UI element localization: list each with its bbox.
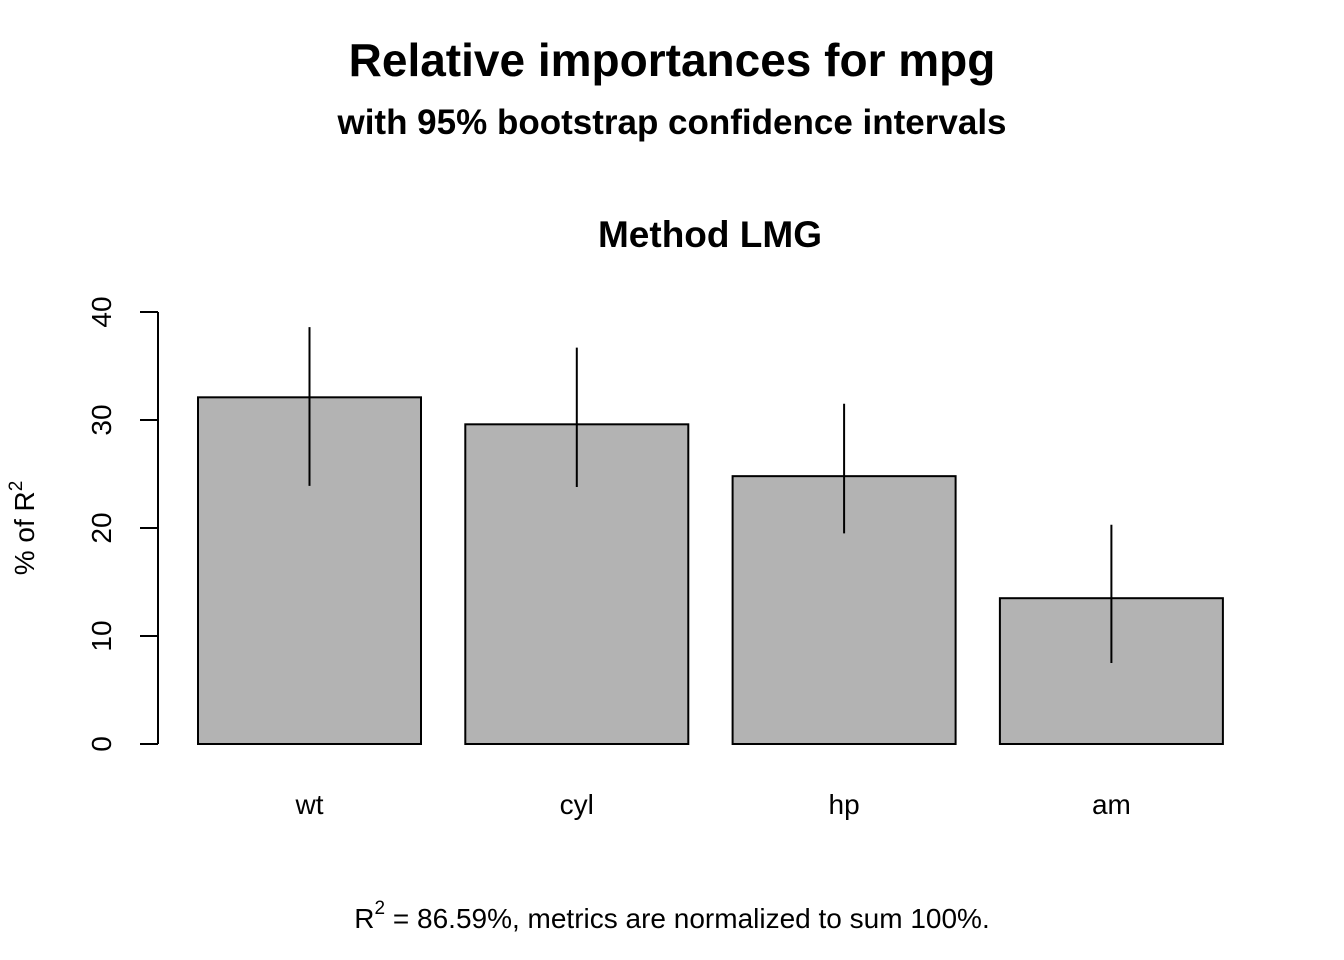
chart-title: Relative importances for mpg [349, 34, 996, 86]
y-tick-label-0: 0 [86, 736, 117, 752]
y-axis-label: % of R2 [6, 481, 40, 576]
chart-subtitle: with 95% bootstrap confidence intervals [336, 103, 1006, 142]
footer-note: R2 = 86.59%, metrics are normalized to s… [354, 898, 989, 934]
x-tick-label-hp: hp [829, 789, 860, 820]
y-tick-label-30: 30 [86, 404, 117, 435]
y-tick-label-10: 10 [86, 620, 117, 651]
x-tick-label-cyl: cyl [560, 789, 594, 820]
footer-r-superscript: 2 [375, 898, 386, 919]
y-axis: 0 10 20 30 40 [86, 296, 159, 752]
x-tick-label-wt: wt [295, 789, 324, 820]
y-tick-label-20: 20 [86, 512, 117, 543]
footer-equals: = [385, 903, 417, 934]
footer-r: R [354, 903, 374, 934]
y-axis-label-text: % of R [9, 491, 40, 575]
x-axis-labels: wt cyl hp am [295, 789, 1131, 820]
footer-text: 86.59%, metrics are normalized to sum 10… [417, 903, 990, 934]
y-tick-label-40: 40 [86, 296, 117, 327]
errorbars-layer [308, 327, 1113, 663]
x-tick-label-am: am [1092, 789, 1131, 820]
bars-layer [197, 396, 1224, 746]
panel-title: Method LMG [598, 214, 822, 255]
y-axis-label-superscript: 2 [6, 481, 27, 492]
